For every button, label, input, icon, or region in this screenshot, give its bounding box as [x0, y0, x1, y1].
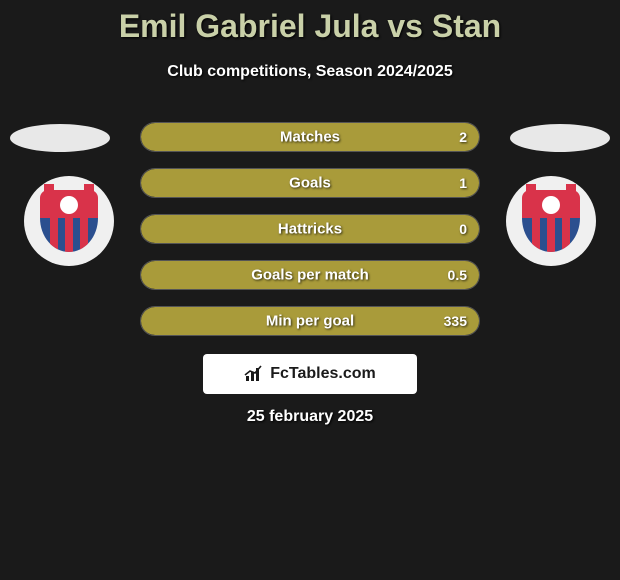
stat-label: Matches: [280, 129, 340, 146]
stat-row: Goals 1: [140, 168, 480, 198]
date-label: 25 february 2025: [0, 408, 620, 426]
subtitle: Club competitions, Season 2024/2025: [0, 63, 620, 81]
stat-value-right: 0: [459, 221, 467, 237]
stat-value-right: 1: [459, 175, 467, 191]
stat-label: Min per goal: [266, 313, 354, 330]
stat-value-right: 2: [459, 129, 467, 145]
brand-text: FcTables.com: [270, 365, 376, 383]
stat-label: Goals: [289, 175, 331, 192]
stat-value-right: 335: [444, 313, 467, 329]
stat-rows: Matches 2 Goals 1 Hattricks 0 Goals per match 0…: [140, 122, 480, 352]
stat-label: Goals per match: [251, 267, 369, 284]
stat-row: Matches 2: [140, 122, 480, 152]
club-crest-right: [506, 176, 596, 266]
club-crest-left: [24, 176, 114, 266]
stat-row: Hattricks 0: [140, 214, 480, 244]
chart-icon: [244, 365, 266, 383]
player-avatar-right: [510, 124, 610, 152]
stat-label: Hattricks: [278, 221, 342, 238]
stat-value-right: 0.5: [448, 267, 467, 283]
page-title: Emil Gabriel Jula vs Stan: [0, 0, 620, 45]
player-avatar-left: [10, 124, 110, 152]
stat-row: Min per goal 335: [140, 306, 480, 336]
brand-badge: FcTables.com: [203, 354, 417, 394]
stat-row: Goals per match 0.5: [140, 260, 480, 290]
